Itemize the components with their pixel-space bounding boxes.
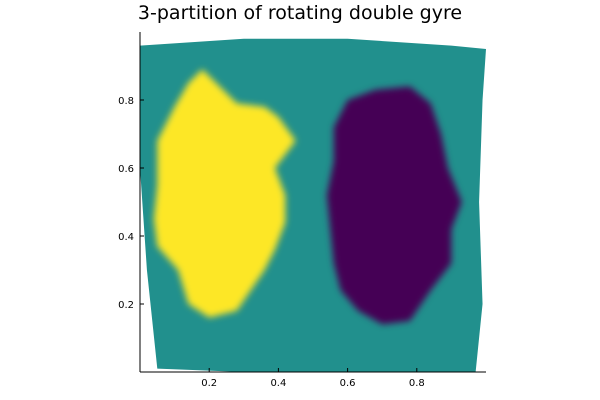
y-tick-label: 0.8 (118, 96, 134, 107)
x-tick-label: 0.8 (409, 378, 425, 389)
x-tick-label: 0.4 (270, 378, 286, 389)
partition-region-left-gyre (153, 69, 296, 318)
partition-region-right-gyre (326, 86, 462, 325)
x-tick-label: 0.2 (201, 378, 217, 389)
y-tick-label: 0.2 (118, 300, 134, 311)
y-tick-label: 0.6 (118, 164, 134, 175)
tick-layer: 0.2 0.4 0.6 0.8 0.2 0.4 0.6 0.8 (118, 96, 425, 389)
partition-layer (140, 38, 486, 373)
y-tick-label: 0.4 (118, 232, 134, 243)
chart-title: 3-partition of rotating double gyre (137, 2, 463, 24)
x-tick-label: 0.6 (340, 378, 356, 389)
